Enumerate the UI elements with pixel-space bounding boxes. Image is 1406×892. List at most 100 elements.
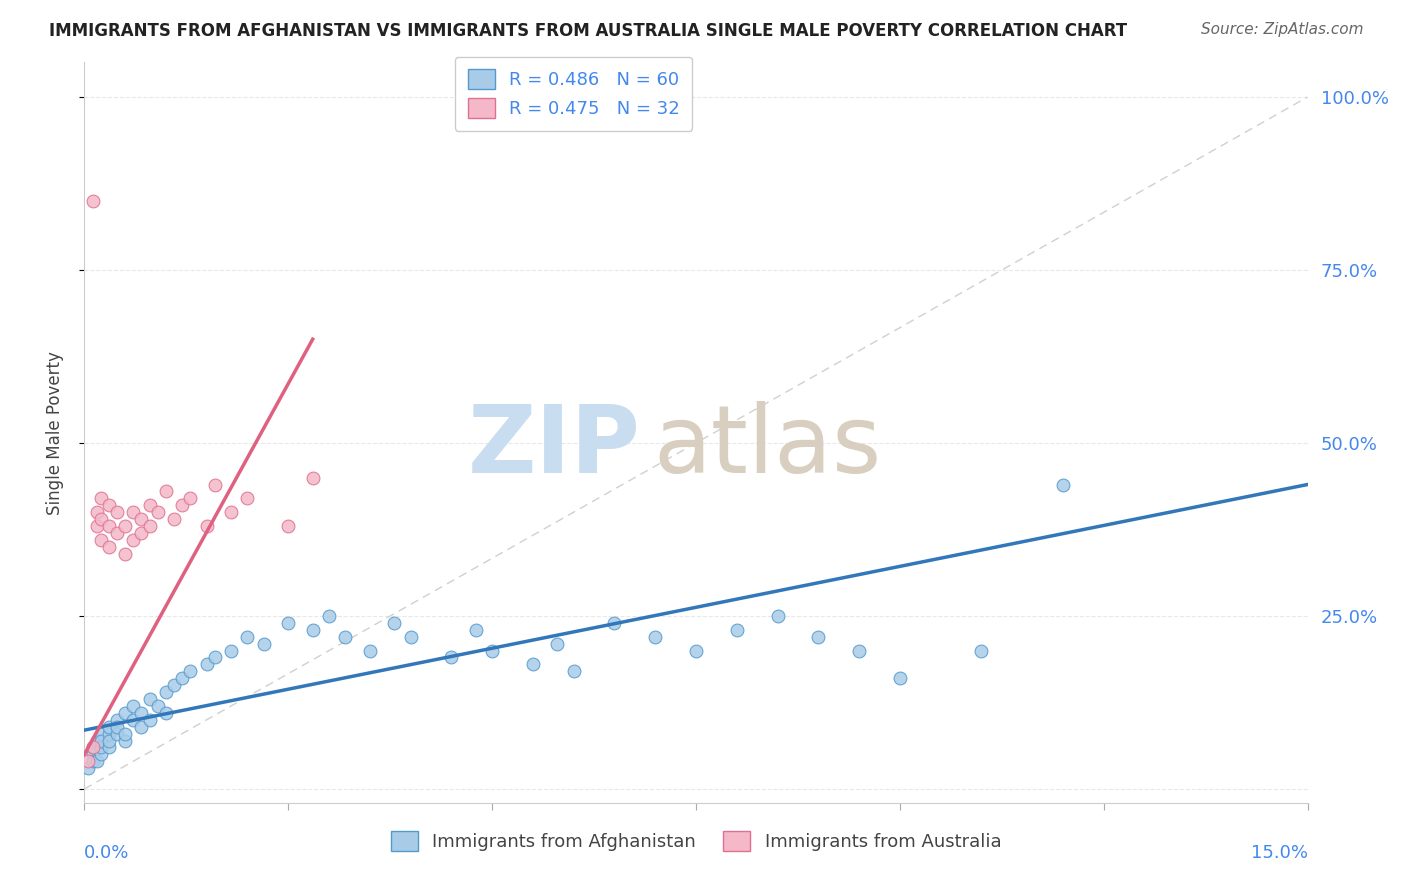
Point (105, 525, 128, 540)
Point (131, 706, 153, 720)
Point (138, 692, 160, 706)
Point (82, 194, 104, 208)
Point (253, 637, 276, 651)
Point (970, 643, 993, 657)
Point (195, 657, 218, 672)
Point (82, 740, 104, 755)
Point (105, 713, 128, 727)
Legend: Immigrants from Afghanistan, Immigrants from Australia: Immigrants from Afghanistan, Immigrants … (381, 822, 1011, 861)
Text: Source: ZipAtlas.com: Source: ZipAtlas.com (1201, 22, 1364, 37)
Point (685, 643, 707, 657)
Point (122, 533, 145, 547)
Point (382, 615, 405, 630)
Point (277, 519, 299, 533)
Point (155, 484, 177, 499)
Point (163, 512, 186, 526)
Point (82, 740, 104, 755)
Point (90, 740, 112, 755)
Point (138, 498, 160, 512)
Point (114, 706, 136, 720)
Point (82, 754, 104, 768)
Text: IMMIGRANTS FROM AFGHANISTAN VS IMMIGRANTS FROM AUSTRALIA SINGLE MALE POVERTY COR: IMMIGRANTS FROM AFGHANISTAN VS IMMIGRANT… (49, 22, 1128, 40)
Point (318, 609, 340, 624)
Point (562, 665, 585, 679)
Point (82, 747, 104, 762)
Point (163, 678, 186, 692)
Point (1052, 477, 1074, 491)
Point (114, 519, 136, 533)
Point (146, 505, 169, 519)
Point (236, 630, 259, 644)
Text: ZIP: ZIP (468, 401, 641, 493)
Point (204, 477, 226, 491)
Point (90, 747, 112, 762)
Point (90, 491, 112, 506)
Point (77, 761, 100, 775)
Point (90, 726, 112, 740)
Point (603, 615, 626, 630)
Point (97, 540, 120, 554)
Point (335, 630, 357, 644)
Point (172, 671, 194, 685)
Point (359, 643, 381, 657)
Point (138, 519, 160, 533)
Point (155, 706, 177, 720)
Point (86, 519, 108, 533)
Point (86, 733, 108, 747)
Point (122, 713, 145, 727)
Point (146, 698, 169, 713)
Text: 0.0%: 0.0% (84, 844, 129, 862)
Point (440, 650, 463, 665)
Point (179, 491, 201, 506)
Point (204, 650, 226, 665)
Point (399, 630, 422, 644)
Point (114, 547, 136, 561)
Point (122, 505, 145, 519)
Point (195, 519, 218, 533)
Point (114, 733, 136, 747)
Point (90, 512, 112, 526)
Point (131, 512, 153, 526)
Point (644, 630, 666, 644)
Point (766, 609, 789, 624)
Point (122, 698, 145, 713)
Point (464, 623, 486, 637)
Point (522, 657, 544, 672)
Point (105, 726, 128, 740)
Point (848, 643, 870, 657)
Point (301, 470, 323, 484)
Point (219, 643, 242, 657)
Point (86, 754, 108, 768)
Point (131, 525, 153, 540)
Point (807, 630, 830, 644)
Text: 15.0%: 15.0% (1250, 844, 1308, 862)
Point (97, 720, 120, 734)
Point (155, 685, 177, 699)
Point (301, 623, 323, 637)
Point (131, 720, 153, 734)
Point (179, 665, 201, 679)
Point (97, 740, 120, 755)
Point (236, 491, 259, 506)
Point (90, 533, 112, 547)
Point (97, 726, 120, 740)
Point (172, 498, 194, 512)
Point (546, 637, 568, 651)
Point (138, 713, 160, 727)
Point (725, 623, 748, 637)
Point (97, 519, 120, 533)
Point (77, 754, 100, 768)
Point (86, 505, 108, 519)
Point (97, 733, 120, 747)
Point (105, 505, 128, 519)
Point (889, 671, 911, 685)
Y-axis label: Single Male Poverty: Single Male Poverty (45, 351, 63, 515)
Point (97, 498, 120, 512)
Point (90, 733, 112, 747)
Point (219, 505, 242, 519)
Point (277, 615, 299, 630)
Text: atlas: atlas (654, 401, 882, 493)
Point (105, 720, 128, 734)
Point (114, 726, 136, 740)
Point (481, 643, 503, 657)
